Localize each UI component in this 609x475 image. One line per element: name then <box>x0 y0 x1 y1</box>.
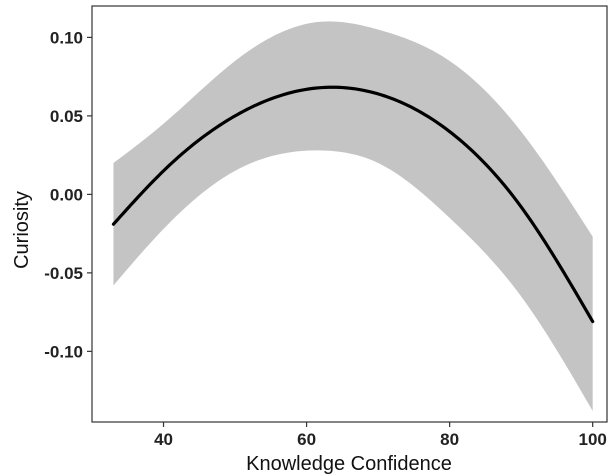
ticks-layer: 40 60 80 100 0.10 0.05 0.00 -0.05 -0.10 <box>44 28 607 449</box>
x-axis-title: Knowledge Confidence <box>246 453 452 475</box>
y-tick-label: 0.10 <box>50 28 83 47</box>
x-tick-label: 80 <box>440 430 459 449</box>
y-tick-label: 0.05 <box>50 107 83 126</box>
x-tick-label: 100 <box>579 430 607 449</box>
confidence-band <box>113 21 593 412</box>
confidence-band-layer <box>113 21 593 412</box>
fit-line <box>111 85 595 324</box>
x-tick-label: 40 <box>154 430 173 449</box>
plot-border <box>91 5 608 423</box>
y-tick-label: -0.10 <box>44 342 83 361</box>
x-tick-label: 60 <box>297 430 316 449</box>
y-tick-label: 0.00 <box>50 185 83 204</box>
axes-layer <box>91 5 608 423</box>
y-axis-title: Curiosity <box>11 191 33 269</box>
y-tick-label: -0.05 <box>44 264 83 283</box>
fit-line-layer <box>111 85 595 324</box>
